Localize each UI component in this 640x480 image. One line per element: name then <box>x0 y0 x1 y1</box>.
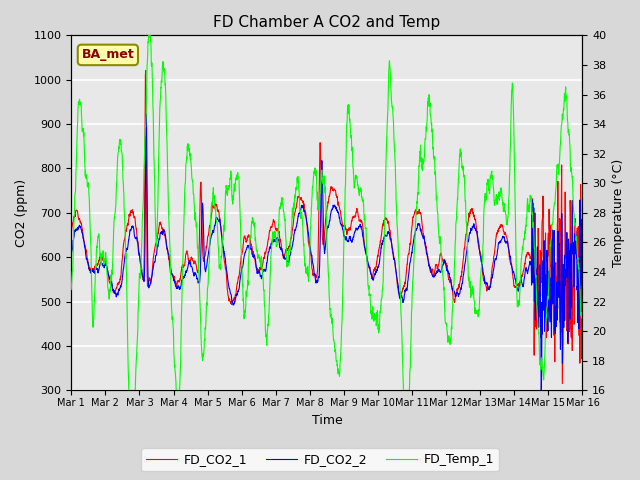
FD_Temp_1 <box>211 192 218 198</box>
Text: BA_met: BA_met <box>81 48 134 61</box>
Y-axis label: Temperature (°C): Temperature (°C) <box>612 159 625 267</box>
FD_Temp_1 <box>342 173 349 179</box>
FD_CO2_1 <box>534 320 541 326</box>
FD_CO2_2 <box>353 226 360 232</box>
FD_CO2_2 <box>143 111 150 117</box>
FD_Temp_1 <box>353 175 361 180</box>
FD_Temp_1 <box>125 387 132 393</box>
FD_Temp_1 <box>67 287 75 292</box>
FD_Temp_1 <box>579 312 586 317</box>
FD_CO2_2 <box>67 252 75 257</box>
FD_CO2_2 <box>548 258 556 264</box>
FD_CO2_2 <box>538 387 545 393</box>
Line: FD_CO2_1: FD_CO2_1 <box>71 71 582 384</box>
FD_CO2_2 <box>210 227 218 232</box>
FD_CO2_1 <box>476 246 483 252</box>
FD_Temp_1 <box>534 319 541 325</box>
Line: FD_CO2_2: FD_CO2_2 <box>71 114 582 390</box>
FD_CO2_1 <box>353 207 360 213</box>
FD_CO2_1 <box>548 289 556 295</box>
FD_CO2_1 <box>342 225 349 230</box>
FD_CO2_2 <box>342 237 349 243</box>
Y-axis label: CO2 (ppm): CO2 (ppm) <box>15 179 28 247</box>
FD_CO2_1 <box>142 68 150 73</box>
Legend: FD_CO2_1, FD_CO2_2, FD_Temp_1: FD_CO2_1, FD_CO2_2, FD_Temp_1 <box>141 448 499 471</box>
FD_CO2_1 <box>210 205 218 211</box>
FD_CO2_2 <box>534 244 541 250</box>
Title: FD Chamber A CO2 and Temp: FD Chamber A CO2 and Temp <box>213 15 440 30</box>
Line: FD_Temp_1: FD_Temp_1 <box>71 36 582 390</box>
FD_CO2_1 <box>67 228 75 234</box>
FD_CO2_2 <box>476 246 483 252</box>
X-axis label: Time: Time <box>312 414 342 427</box>
FD_CO2_2 <box>579 268 586 274</box>
FD_Temp_1 <box>145 33 152 38</box>
FD_Temp_1 <box>476 298 483 304</box>
FD_CO2_1 <box>559 381 566 386</box>
FD_Temp_1 <box>548 222 556 228</box>
FD_CO2_1 <box>579 253 586 259</box>
